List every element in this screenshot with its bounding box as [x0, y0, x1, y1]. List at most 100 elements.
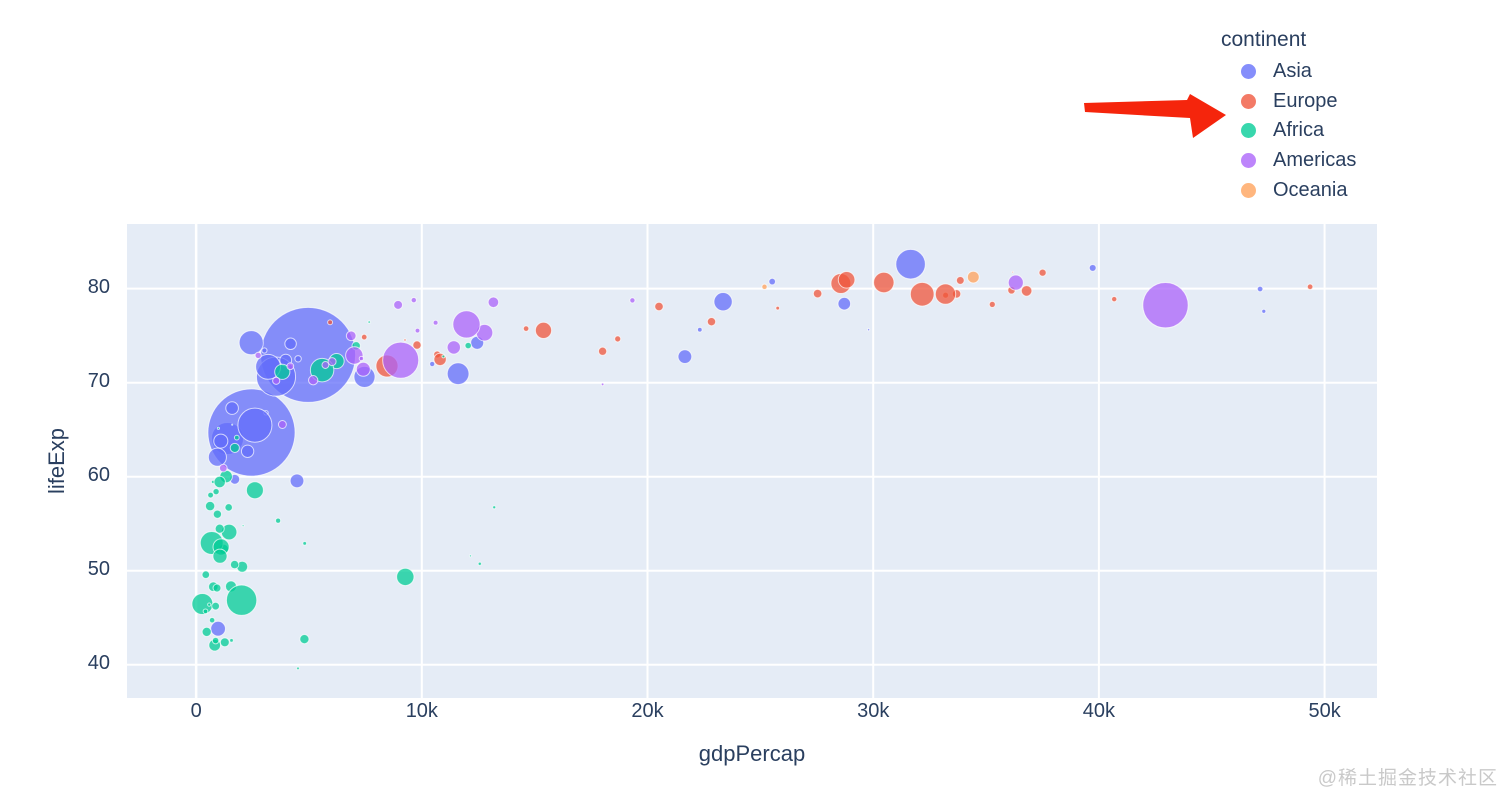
bubble-saudi-arabia	[677, 349, 693, 364]
bubble-united-kingdom	[934, 283, 957, 305]
bubble-serbia	[412, 340, 422, 350]
legend-item-label: Europe	[1273, 89, 1338, 112]
bubble-poland	[534, 321, 553, 340]
bubble-cuba	[393, 299, 404, 310]
bubble-mauritania	[233, 434, 240, 441]
bubble-puerto-rico	[629, 297, 636, 304]
bubble-west-bank-and-gaza	[261, 347, 268, 354]
bubble-dominican-republic	[327, 357, 337, 367]
legend-item-oceania[interactable]: Oceania	[1220, 175, 1356, 205]
bubble-angola	[299, 633, 310, 645]
bubble-zambia	[219, 637, 230, 648]
series-europe	[327, 268, 1314, 378]
y-axis-title: lifeExp	[44, 427, 69, 495]
bubble-benin	[224, 503, 233, 512]
bubble-colombia	[345, 346, 364, 365]
bubble-lebanon	[429, 360, 436, 368]
bubble-central-african-republic	[208, 616, 216, 624]
x-tick-label-10k: 10k	[405, 700, 438, 722]
bubble-venezuela	[446, 340, 461, 355]
bubble-slovak-republic	[614, 335, 622, 343]
bubble-oman	[696, 326, 703, 333]
bubble-nicaragua	[254, 351, 262, 360]
bubble-nigeria	[225, 584, 258, 616]
bubble-bolivia	[277, 420, 287, 429]
legend-marker-icon	[1241, 93, 1256, 109]
bubble-djibouti	[241, 524, 245, 528]
legend-title: continent	[1221, 28, 1307, 51]
bubble-portugal	[654, 301, 664, 312]
legend-item-africa[interactable]: Africa	[1220, 116, 1356, 146]
legend-marker-icon	[1241, 64, 1256, 80]
bubble-uruguay	[432, 319, 439, 326]
legend-items: Asia Europe Africa Americas Oceania	[1220, 57, 1356, 205]
bubble-iran	[446, 362, 470, 386]
bubble-zimbabwe	[201, 626, 212, 637]
bubble-south-africa	[396, 567, 415, 587]
bubble-paraguay	[286, 362, 295, 371]
legend-item-asia[interactable]: Asia	[1220, 57, 1356, 87]
bubble-burundi	[201, 570, 211, 579]
bubble-taiwan	[837, 296, 852, 311]
bubble-haiti	[218, 463, 228, 473]
x-tick-label-20k: 20k	[631, 700, 664, 722]
bubble-sierra-leone	[211, 636, 220, 645]
bubble-syria	[284, 337, 297, 351]
bubble-switzerland	[1038, 268, 1047, 277]
bubble-korea-dem-rep	[225, 401, 239, 415]
bubble-lesotho	[229, 638, 234, 643]
bubble-guinea	[212, 509, 223, 519]
bubble-ireland	[1111, 295, 1118, 303]
bubble-montenegro	[403, 338, 407, 342]
bubble-yemen-rep	[240, 444, 255, 458]
bubble-ecuador	[345, 330, 357, 342]
bubble-afghanistan	[210, 620, 226, 637]
bubble-botswana	[477, 561, 482, 566]
bubble-brazil	[382, 341, 420, 379]
bubble-costa-rica	[410, 296, 417, 304]
bubble-japan	[895, 248, 926, 280]
bubble-gabon	[492, 505, 497, 510]
bubble-kuwait	[1261, 308, 1267, 314]
legend: continent Asia Europe Africa Americas Oceani…	[1220, 28, 1356, 205]
bubble-bosnia-and-herzegovina	[360, 333, 368, 341]
bubble-peru	[355, 361, 371, 377]
bubble-korea-rep	[713, 292, 733, 312]
bubble-spain	[837, 270, 856, 289]
bubble-honduras	[272, 376, 281, 385]
bubble-sao-tome-and-principe	[231, 423, 234, 426]
bubble-togo	[212, 487, 220, 496]
series-oceania	[761, 270, 980, 290]
bubble-iraq	[289, 473, 305, 489]
legend-item-label: Asia	[1273, 60, 1312, 83]
bubble-hong-kong-china	[1088, 263, 1097, 272]
bubble-jordan	[294, 355, 302, 363]
bubble-liberia	[202, 608, 209, 615]
legend-item-europe[interactable]: Europe	[1220, 87, 1356, 117]
bubble-israel	[768, 277, 777, 286]
bubble-reunion	[367, 320, 371, 324]
bubble-albania	[327, 319, 334, 326]
bubble-congo-rep	[275, 517, 282, 524]
watermark: @稀土掘金技术社区	[1317, 768, 1498, 789]
legend-marker-icon	[1241, 182, 1256, 198]
bubble-chad	[229, 559, 240, 570]
bubble-trinidad-and-tobago	[600, 382, 605, 387]
legend-item-label: Oceania	[1273, 178, 1348, 201]
x-axis-title: gdpPercap	[698, 741, 806, 766]
bubble-equatorial-guinea	[468, 554, 472, 558]
bubble-jamaica	[358, 355, 365, 362]
bubble-iceland	[1011, 270, 1014, 274]
bubble-sweden	[955, 275, 965, 285]
legend-item-americas[interactable]: Americas	[1220, 146, 1356, 176]
bubble-comoros	[216, 426, 220, 430]
y-tick-label-70: 70	[87, 369, 110, 392]
bubble-australia	[966, 270, 980, 284]
plot-area	[127, 224, 1377, 698]
bubble-germany	[909, 281, 935, 307]
bubble-mexico	[452, 310, 481, 339]
bubble-netherlands	[1020, 285, 1033, 297]
bubble-madagascar	[213, 475, 226, 489]
